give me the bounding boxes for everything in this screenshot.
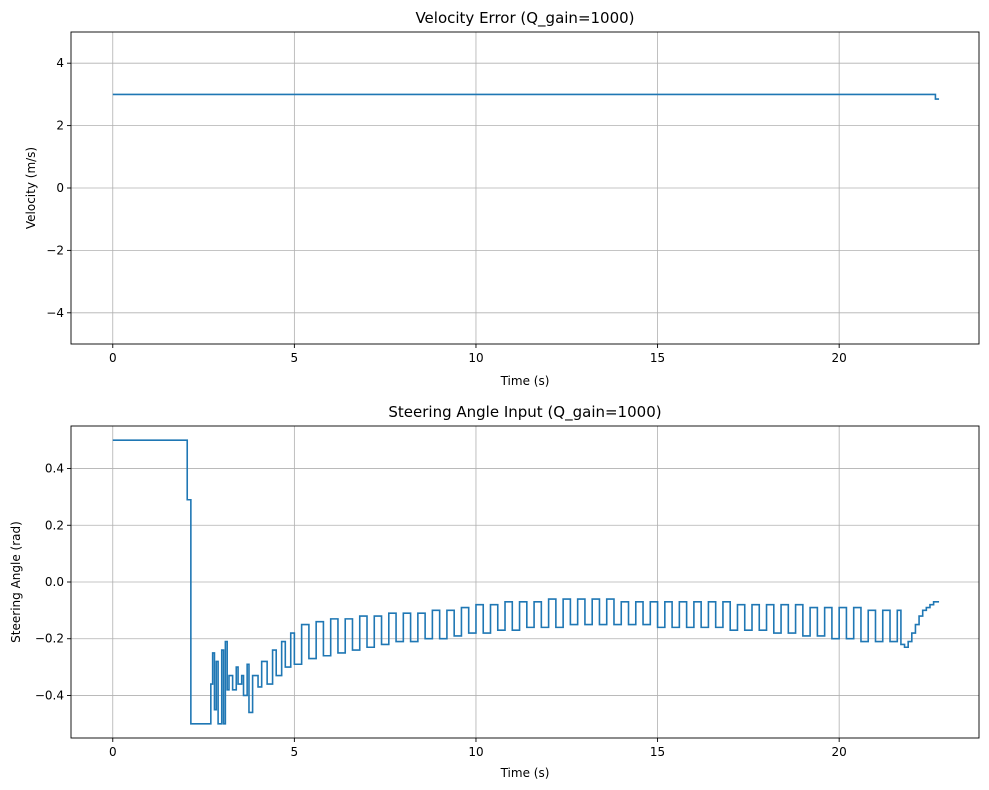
- series-layer: [112, 439, 940, 725]
- y-tick-label: −4: [46, 306, 64, 320]
- y-ticks: −0.4 −0.2 0.0 0.2 0.4: [35, 462, 71, 702]
- y-ticks: −4 −2 0 2 4: [46, 56, 71, 320]
- x-tick-label: 5: [291, 745, 299, 759]
- y-tick-label: 0.0: [45, 575, 64, 589]
- y-tick-label: 2: [56, 119, 64, 133]
- y-tick-label: 0.4: [45, 462, 64, 476]
- y-tick-label: −0.4: [35, 688, 64, 702]
- x-ticks: 0 5 10 15 20: [109, 738, 847, 759]
- x-tick-label: 20: [832, 351, 847, 365]
- x-axis-label: Time (s): [500, 766, 550, 780]
- chart-title: Velocity Error (Q_gain=1000): [415, 9, 634, 28]
- series-line: [112, 439, 940, 725]
- y-axis-label: Steering Angle (rad): [9, 521, 23, 643]
- x-tick-label: 0: [109, 351, 117, 365]
- x-axis-label: Time (s): [500, 374, 550, 388]
- x-ticks: 0 5 10 15 20: [109, 344, 847, 365]
- y-tick-label: 4: [56, 56, 64, 70]
- x-tick-label: 15: [650, 745, 665, 759]
- x-tick-label: 15: [650, 351, 665, 365]
- grid: [71, 32, 979, 344]
- y-tick-label: −0.2: [35, 632, 64, 646]
- steering-angle-chart: Steering Angle Input (Q_gain=1000) 0 5 10 1…: [9, 403, 980, 780]
- x-tick-label: 10: [468, 745, 483, 759]
- y-axis-label: Velocity (m/s): [24, 147, 38, 229]
- velocity-error-chart: Velocity Error (Q_gain=1000) 0 5 10 15 20 −4…: [24, 9, 980, 388]
- x-tick-label: 10: [468, 351, 483, 365]
- x-tick-label: 0: [109, 745, 117, 759]
- y-tick-label: 0.2: [45, 518, 64, 532]
- grid: [71, 426, 979, 738]
- x-tick-label: 20: [832, 745, 847, 759]
- y-tick-label: −2: [46, 243, 64, 257]
- series-line: [112, 93, 940, 100]
- series-layer: [112, 93, 940, 100]
- y-tick-label: 0: [56, 181, 64, 195]
- x-tick-label: 5: [291, 351, 299, 365]
- chart-title: Steering Angle Input (Q_gain=1000): [388, 403, 661, 422]
